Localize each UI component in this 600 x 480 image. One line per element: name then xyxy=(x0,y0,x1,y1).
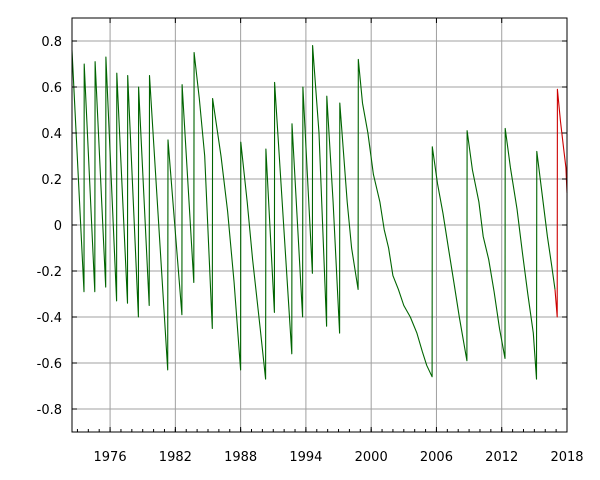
x-tick-label: 2018 xyxy=(550,450,583,465)
x-tick-label: 1982 xyxy=(159,450,192,465)
y-tick-label: 0.4 xyxy=(41,127,62,142)
x-tick-label: 1988 xyxy=(224,450,257,465)
x-tick-label: 2006 xyxy=(420,450,453,465)
y-tick-label: -0.8 xyxy=(37,403,62,418)
y-tick-label: -0.2 xyxy=(37,265,62,280)
x-tick-label: 2012 xyxy=(485,450,518,465)
y-axis-labels: 0.8 0.6 0.4 0.2 0 -0.2 -0.4 -0.6 -0.8 xyxy=(37,35,62,418)
y-tick-label: 0.6 xyxy=(41,81,62,96)
x-tick-label: 1976 xyxy=(94,450,127,465)
grid-lines xyxy=(72,18,568,432)
x-tick-label: 2000 xyxy=(355,450,388,465)
tick-marks xyxy=(72,18,568,432)
y-tick-label: 0.2 xyxy=(41,173,62,188)
y-tick-label: 0 xyxy=(54,219,62,234)
y-tick-label: 0.8 xyxy=(41,35,62,50)
series-line-1 xyxy=(71,45,556,380)
y-tick-label: -0.4 xyxy=(37,311,62,326)
x-axis-labels: 1976 1982 1988 1994 2000 2006 2012 2018 xyxy=(94,450,584,465)
data-series xyxy=(71,45,568,380)
y-tick-label: -0.6 xyxy=(37,357,62,372)
x-tick-label: 1994 xyxy=(289,450,322,465)
series-line-2 xyxy=(554,88,568,318)
